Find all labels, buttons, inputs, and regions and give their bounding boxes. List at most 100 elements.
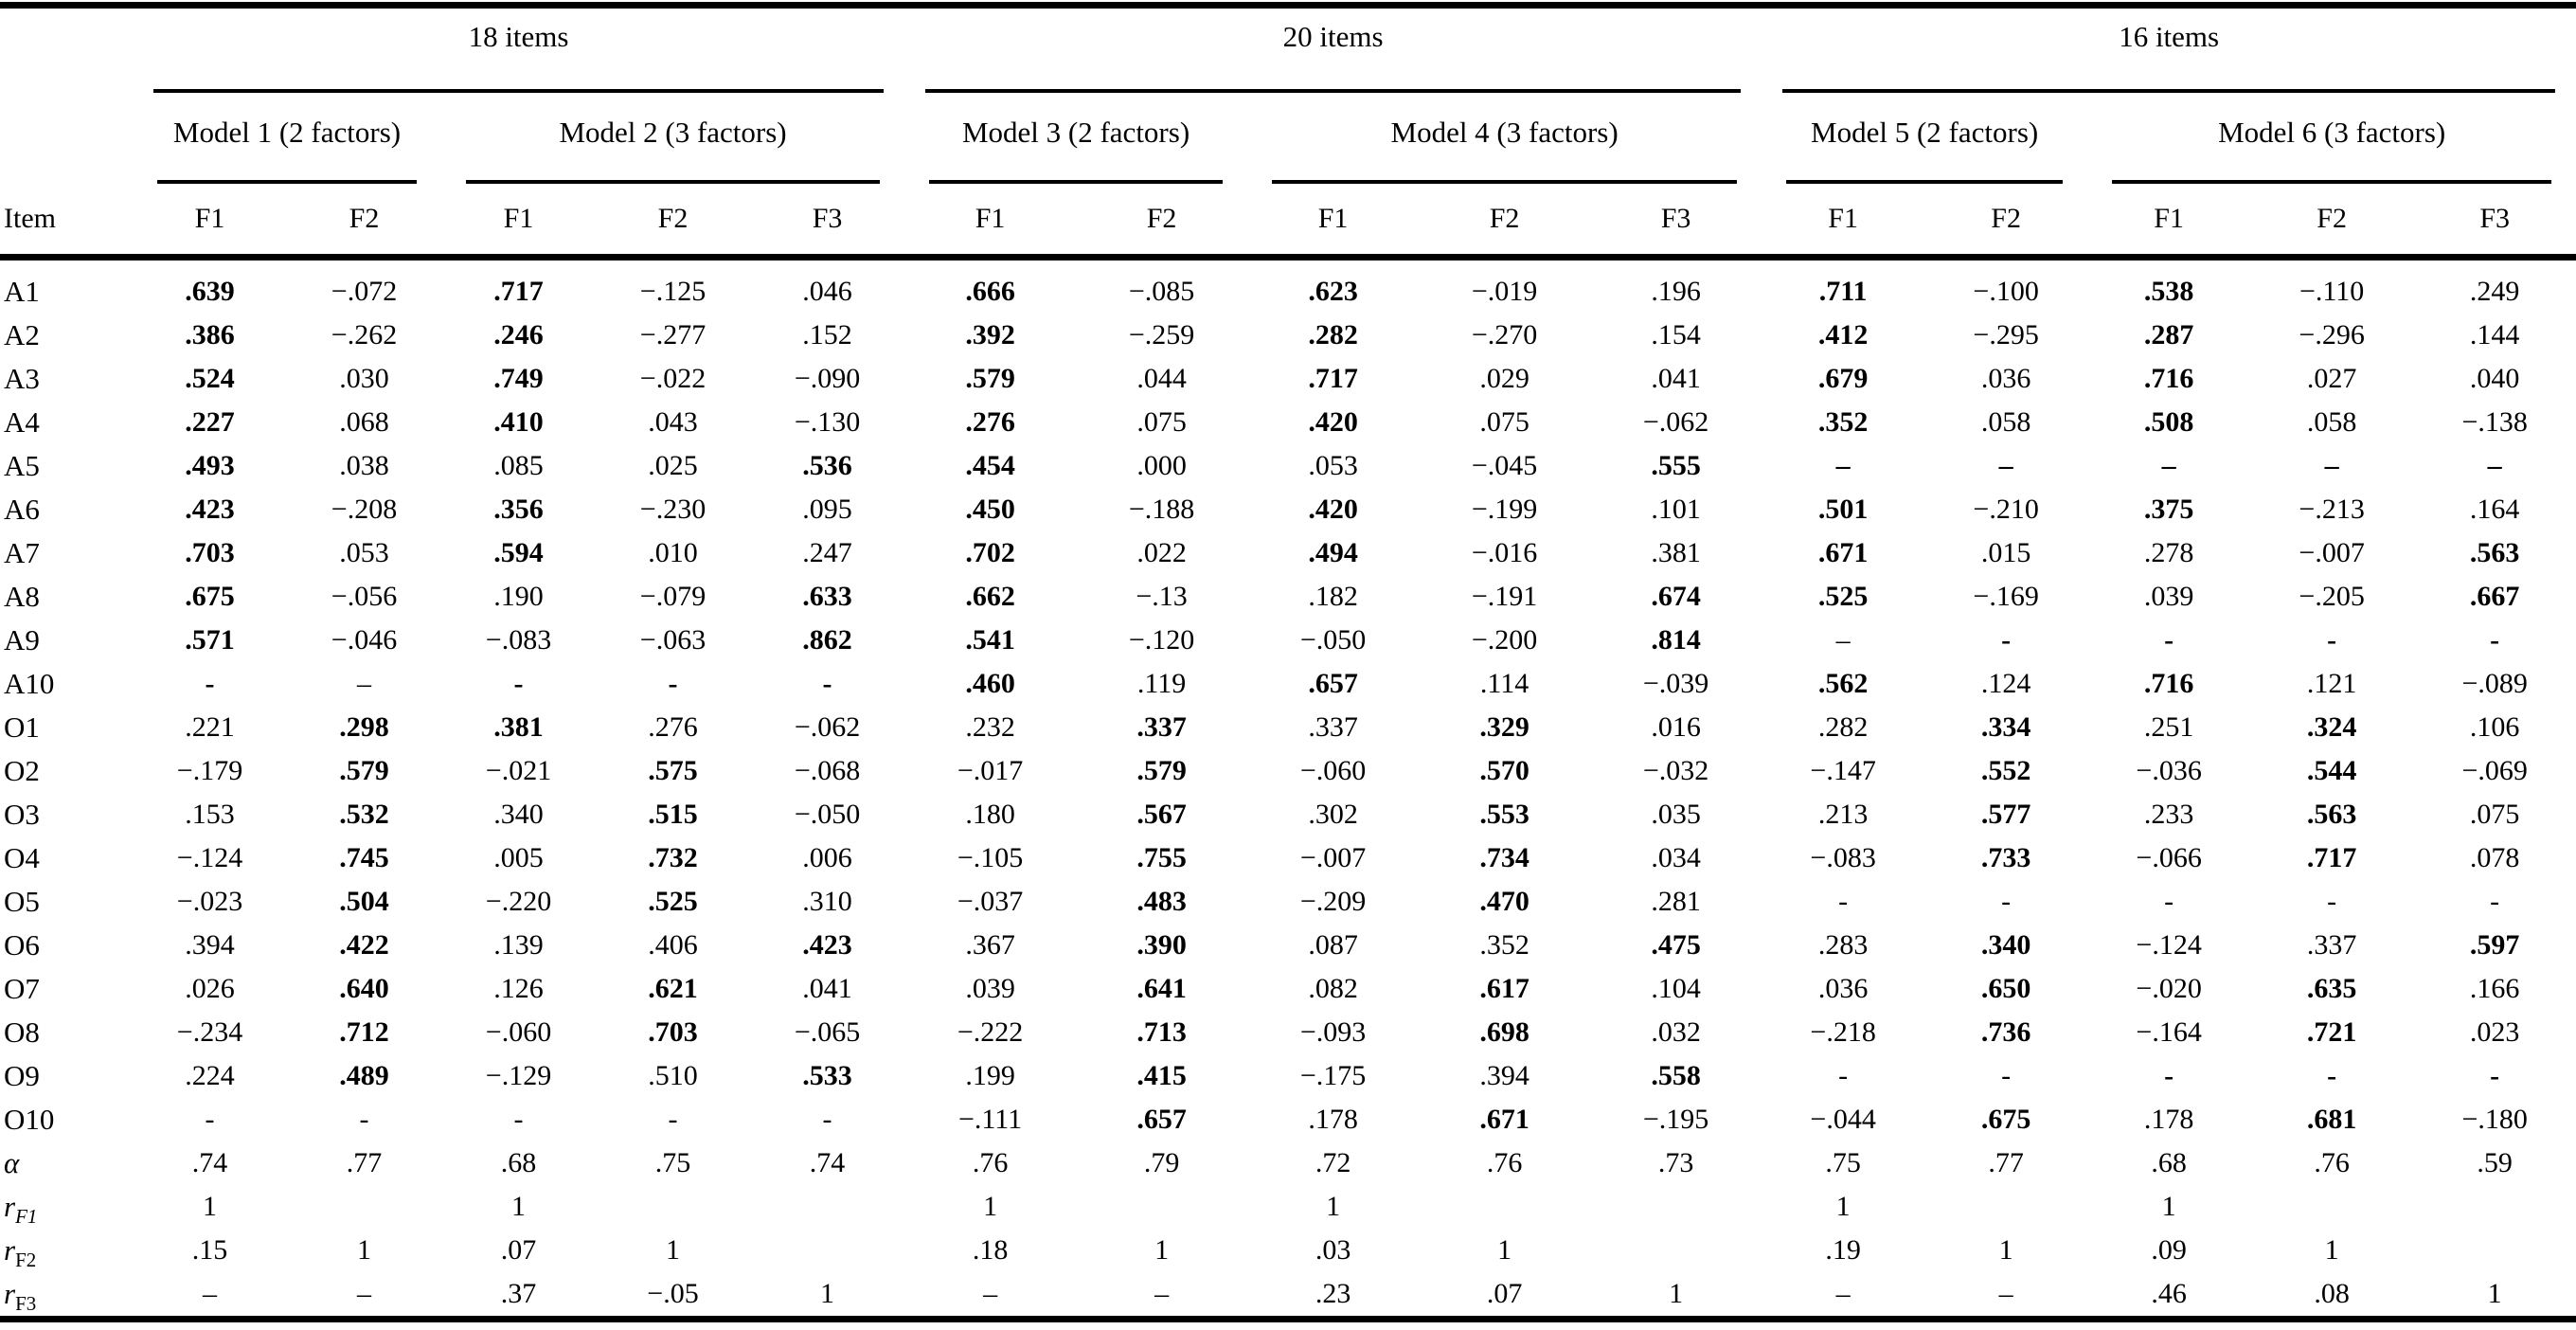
section-title: 16 items (2119, 20, 2220, 53)
table-cell: - (359, 1104, 369, 1135)
table-row: O10 - - - - - −.111 .657 .178 .671 −.195 −.044 .675.… (0, 1098, 2576, 1141)
model-rule (1786, 179, 2064, 184)
table-cell: .639 (185, 276, 235, 307)
table-cell: .124 (1980, 668, 2031, 699)
table-cell: 1 (1998, 1234, 2013, 1266)
table-cell: – (1998, 1278, 2013, 1309)
table-cell: .278 (2143, 537, 2194, 568)
table-cell: .703 (185, 537, 235, 568)
table-cell: .671 (1479, 1104, 1530, 1135)
model-title: Model 3 (2 factors) (961, 115, 1190, 149)
table-cell: .732 (648, 842, 698, 873)
table-cell: −.036 (2136, 755, 2202, 786)
table-cell: .662 (965, 581, 1015, 612)
table-cell: – (203, 1278, 217, 1309)
table-row: α .74 .77 .68 .75 .74 .76 .79 .72 .76 .73 .75 .77 .68… (0, 1141, 2576, 1185)
table-cell: −.120 (1128, 624, 1195, 656)
table-cell: .154 (1651, 319, 1701, 350)
table-cell: .07 (1486, 1278, 1523, 1309)
row-label: O10 (4, 1103, 55, 1136)
table-cell: - (1838, 886, 1849, 917)
table-cell: −.175 (1299, 1060, 1367, 1091)
table-cell: .675 (1980, 1104, 2031, 1135)
table-cell: .77 (1988, 1147, 2024, 1178)
table-row: O9 .224 .489 −.129 .510 .533 .199 .415 −.175 .394… (0, 1054, 2576, 1098)
model-title: Model 4 (3 factors) (1390, 115, 1619, 149)
table-cell: .027 (2306, 363, 2357, 394)
table-cell: .121 (2306, 668, 2357, 699)
table-cell: .493 (185, 450, 235, 481)
table-cell: .525 (1817, 581, 1869, 612)
table-cell: −.068 (794, 755, 861, 786)
table-cell: 1 (2324, 1234, 2339, 1266)
table-cell: .126 (493, 973, 544, 1004)
table-row: O2 −.179 .579 −.021 .575 −.068 −.017 .579 −.060.… (0, 749, 2576, 793)
table-cell: .72 (1315, 1147, 1351, 1178)
table-cell: .494 (1308, 537, 1358, 568)
table-cell: .247 (802, 537, 852, 568)
table-cell: .489 (339, 1060, 389, 1091)
table-cell: .470 (1479, 886, 1530, 917)
table-cell: −.093 (1299, 1016, 1367, 1048)
row-label: O2 (4, 754, 40, 787)
table-cell: .104 (1651, 973, 1701, 1004)
table-cell: - (2001, 624, 2012, 656)
table-cell: .180 (965, 799, 1015, 830)
model-rule (1272, 179, 1738, 184)
table-cell: .483 (1136, 886, 1187, 917)
model-title: Model 6 (3 factors) (2218, 115, 2446, 149)
table-cell: .541 (965, 624, 1015, 656)
table-cell: .579 (965, 363, 1015, 394)
row-label: A3 (4, 362, 40, 395)
table-cell: .375 (2143, 494, 2194, 525)
table-cell: – (983, 1278, 998, 1309)
table-cell: .501 (1817, 494, 1869, 525)
table-cell: .736 (1980, 1016, 2031, 1048)
table-cell: .77 (346, 1147, 383, 1178)
table-cell: .039 (2143, 581, 2194, 612)
table-cell: −.270 (1471, 319, 1538, 350)
table-cell: .095 (802, 494, 852, 525)
table-cell: .657 (1136, 1104, 1187, 1135)
row-label: A8 (4, 580, 40, 613)
table-cell: .681 (2306, 1104, 2357, 1135)
table-cell: - (2490, 1060, 2500, 1091)
table-cell: −.110 (2299, 276, 2365, 307)
table-cell (1924, 1185, 2087, 1229)
table-cell: .702 (965, 537, 1015, 568)
table-cell: .538 (2143, 276, 2194, 307)
table-cell: .577 (1980, 799, 2031, 830)
table-cell: −.032 (1642, 755, 1709, 786)
table-cell: .392 (965, 319, 1015, 350)
table-cell: .698 (1479, 1016, 1530, 1048)
table-cell: .703 (648, 1016, 698, 1048)
row-label: A2 (4, 318, 40, 351)
table-cell: .74 (191, 1147, 228, 1178)
table-cell: .749 (493, 363, 544, 394)
table-cell: .337 (2306, 929, 2357, 961)
table-cell: .036 (1817, 973, 1869, 1004)
table-cell: .68 (2151, 1147, 2187, 1178)
row-label: rF1 (4, 1190, 38, 1229)
model-header: Model 1 (2 factors) (133, 93, 441, 184)
model-header: Model 5 (2 factors) (1762, 93, 2087, 184)
table-cell: - (2164, 1060, 2174, 1091)
table-cell: −.05 (647, 1278, 699, 1309)
table-cell: .515 (648, 799, 698, 830)
table-cell: .621 (648, 973, 698, 1004)
corner-spacer (0, 6, 133, 93)
row-label: O5 (4, 885, 40, 918)
table-cell: .030 (339, 363, 389, 394)
table-cell: −.062 (1642, 406, 1709, 438)
row-label: O6 (4, 928, 40, 962)
table-cell: −.222 (957, 1016, 1024, 1048)
table-cell: .232 (965, 711, 1015, 743)
table-row: A10 - – - - - .460 .119 .657 .114 −.039 .562 .124 .71… (0, 662, 2576, 706)
factor-column-header-f2: F2 (1076, 183, 1248, 261)
table-cell: .114 (1479, 668, 1530, 699)
table-cell: .144 (2469, 319, 2520, 350)
table-cell: – (2487, 450, 2502, 481)
table-cell: - (822, 1104, 832, 1135)
row-label: A9 (4, 623, 40, 656)
